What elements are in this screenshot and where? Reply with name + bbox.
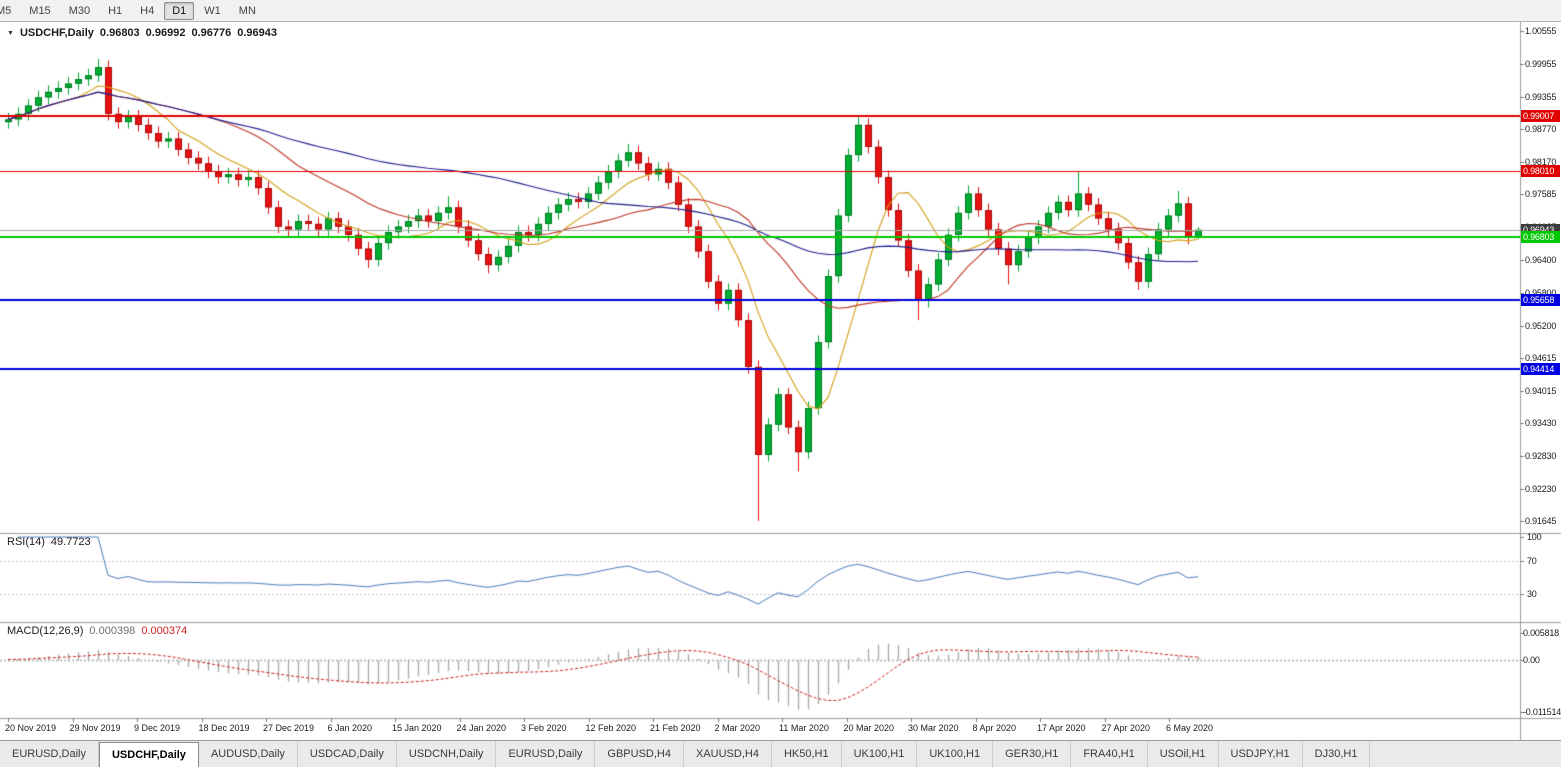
chart-area: 1.00555 0.99955 0.99355 0.98770 0.98170 0.975… — [0, 22, 1561, 740]
timeframe-button-m5[interactable]: M5 — [0, 4, 12, 17]
collapse-chart-icon[interactable]: ▼ — [7, 29, 14, 37]
chart-title: ▼ USDCHF,Daily 0.96803 0.96992 0.96776 0… — [7, 27, 277, 39]
timeframe-button-m15[interactable]: M15 — [29, 4, 51, 17]
rsi-value: 49.7723 — [50, 536, 91, 548]
timeframe-button-d1[interactable]: D1 — [164, 1, 195, 20]
chart-tab-uk100-h1[interactable]: UK100,H1 — [917, 741, 994, 767]
chart-tab-usdcad-daily[interactable]: USDCAD,Daily — [298, 741, 397, 767]
timeframe-toolbar: M5 M15 M30 H1 H4 D1 W1 MN — [0, 0, 1561, 22]
price-chart-canvas[interactable] — [0, 22, 1561, 740]
chart-tab-uk100-h1[interactable]: UK100,H1 — [842, 741, 918, 767]
ohlc-low: 0.96776 — [191, 27, 232, 39]
chart-tab-audusd-daily[interactable]: AUDUSD,Daily — [199, 741, 298, 767]
macd-signal-value: 0.000374 — [141, 625, 188, 637]
macd-indicator-label: MACD(12,26,9) 0.000398 0.000374 — [7, 625, 187, 637]
macd-main-value: 0.000398 — [89, 625, 136, 637]
chart-tab-eurusd-daily[interactable]: EURUSD,Daily — [0, 741, 99, 767]
chart-tab-dj30-h1[interactable]: DJ30,H1 — [1303, 741, 1371, 767]
timeframe-button-mn[interactable]: MN — [238, 4, 256, 17]
chart-tabs: EURUSD,Daily USDCHF,Daily AUDUSD,Daily USDC… — [0, 740, 1561, 767]
rsi-indicator-label: RSI(14) 49.7723 — [7, 536, 91, 548]
chart-symbol-period: USDCHF,Daily — [19, 27, 94, 39]
rsi-name: RSI(14) — [7, 536, 45, 548]
timeframe-toolbar-row: M5 M15 M30 H1 H4 D1 W1 MN — [0, 0, 1561, 21]
chart-tab-gbpusd-h4[interactable]: GBPUSD,H4 — [595, 741, 684, 767]
macd-name: MACD(12,26,9) — [7, 625, 84, 637]
chart-tab-eurusd-daily[interactable]: EURUSD,Daily — [496, 741, 596, 767]
chart-tab-usdchf-daily[interactable]: USDCHF,Daily — [98, 742, 199, 767]
timeframe-button-m30[interactable]: M30 — [68, 4, 91, 17]
chart-tab-hk50-h1[interactable]: HK50,H1 — [772, 741, 842, 767]
timeframe-button-w1[interactable]: W1 — [204, 4, 221, 17]
ohlc-high: 0.96992 — [145, 27, 186, 39]
chart-tab-ger30-h1[interactable]: GER30,H1 — [993, 741, 1072, 767]
ohlc-close: 0.96943 — [237, 27, 277, 39]
chart-tab-fra40-h1[interactable]: FRA40,H1 — [1071, 741, 1148, 767]
timeframe-button-h1[interactable]: H1 — [108, 4, 123, 17]
timeframe-button-h4[interactable]: H4 — [140, 4, 155, 17]
chart-tab-usoil-h1[interactable]: USOil,H1 — [1148, 741, 1219, 767]
ohlc-open: 0.96803 — [99, 27, 140, 39]
chart-tab-usdcnh-daily[interactable]: USDCNH,Daily — [397, 741, 497, 767]
chart-tab-xauusd-h4[interactable]: XAUUSD,H4 — [684, 741, 772, 767]
chart-tab-usdjpy-h1[interactable]: USDJPY,H1 — [1219, 741, 1303, 767]
